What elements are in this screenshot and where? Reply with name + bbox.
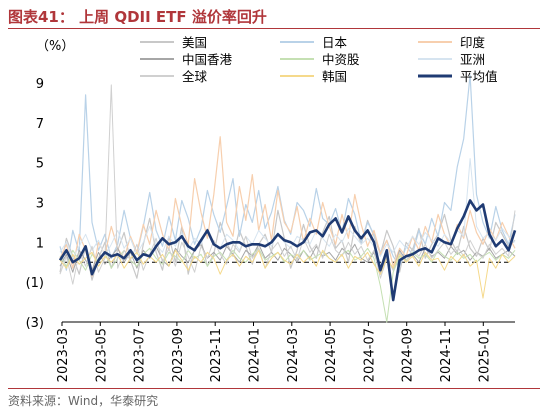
y-tick-label: (1) bbox=[26, 276, 44, 291]
legend-label: 全球 bbox=[182, 69, 208, 84]
series-line-韩国 bbox=[59, 249, 516, 299]
legend-label: 印度 bbox=[460, 35, 486, 50]
x-tick-label: 2025-01 bbox=[477, 328, 492, 382]
x-tick-label: 2023-05 bbox=[94, 328, 109, 382]
legend-label: 韩国 bbox=[322, 69, 347, 84]
legend-item[interactable]: 印度 bbox=[418, 35, 486, 50]
legend-item[interactable]: 日本 bbox=[280, 35, 348, 50]
legend-item[interactable]: 美国 bbox=[140, 35, 207, 50]
y-tick-label: 9 bbox=[36, 77, 44, 92]
legend-item[interactable]: 韩国 bbox=[280, 69, 347, 84]
x-axis-ticks: 2023-03 2023-05 2023-07 2023-09 2023-11 2024-… bbox=[56, 322, 492, 382]
y-tick-label: 7 bbox=[36, 117, 44, 132]
legend-item[interactable]: 中资股 bbox=[280, 52, 360, 67]
source-note: 资料来源：Wind，华泰研究 bbox=[8, 394, 159, 408]
x-tick-label: 2023-03 bbox=[56, 328, 71, 382]
x-tick-label: 2023-09 bbox=[171, 328, 186, 382]
y-tick-label: 5 bbox=[36, 157, 44, 172]
y-axis-ticks: 9 7 5 3 1 (1) (3) bbox=[26, 77, 44, 331]
x-tick-label: 2024-09 bbox=[401, 328, 416, 382]
legend-label: 平均值 bbox=[460, 69, 498, 84]
legend-item[interactable]: 全球 bbox=[140, 69, 208, 84]
legend-label: 中资股 bbox=[322, 52, 360, 67]
legend-item[interactable]: 亚洲 bbox=[418, 52, 485, 67]
legend-item[interactable]: 中国香港 bbox=[140, 52, 233, 67]
legend-label: 亚洲 bbox=[460, 52, 485, 67]
x-tick-label: 2024-11 bbox=[439, 328, 454, 382]
x-tick-label: 2024-01 bbox=[248, 328, 263, 382]
series-line-中资股 bbox=[59, 247, 516, 323]
series-line-印度 bbox=[59, 136, 516, 277]
legend-item[interactable]: 平均值 bbox=[418, 69, 498, 84]
series-line-亚洲 bbox=[59, 158, 516, 259]
x-tick-label: 2024-03 bbox=[286, 328, 301, 382]
x-tick-label: 2024-07 bbox=[362, 328, 377, 382]
chart-title: 图表41： 上周 QDII ETF 溢价率回升 bbox=[8, 8, 267, 26]
x-tick-label: 2023-07 bbox=[133, 328, 148, 382]
source-divider bbox=[8, 388, 540, 389]
x-tick-label: 2024-05 bbox=[324, 328, 339, 382]
legend-label: 日本 bbox=[322, 35, 348, 50]
series-line-全球 bbox=[59, 84, 516, 285]
y-tick-label: (3) bbox=[26, 316, 44, 331]
y-tick-label: 1 bbox=[36, 236, 44, 251]
x-tick-label: 2023-11 bbox=[209, 328, 224, 382]
title-divider bbox=[8, 28, 540, 29]
legend-label: 美国 bbox=[182, 35, 207, 50]
y-axis-label: （%） bbox=[36, 39, 74, 54]
series-line-平均值 bbox=[58, 199, 517, 302]
axes bbox=[62, 261, 515, 323]
legend-label: 中国香港 bbox=[182, 52, 233, 67]
y-tick-label: 3 bbox=[36, 196, 44, 211]
series-lines bbox=[58, 74, 517, 323]
